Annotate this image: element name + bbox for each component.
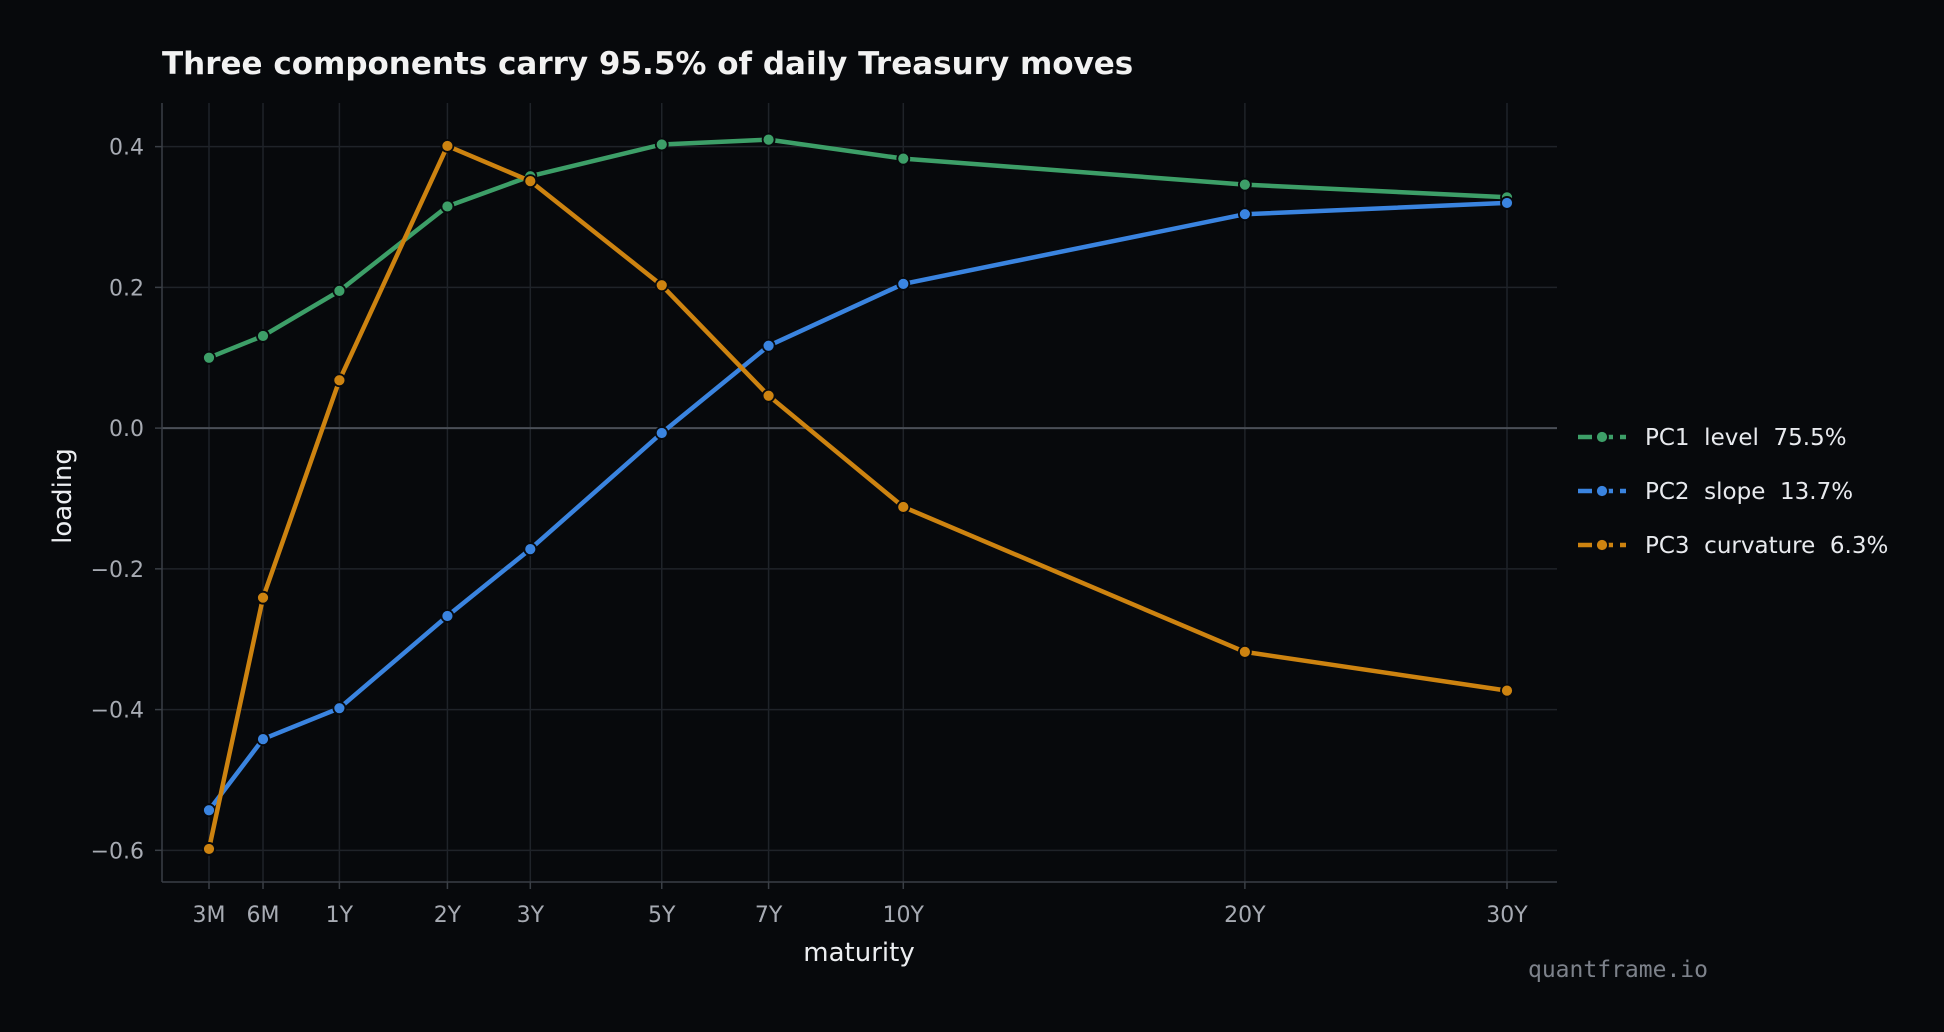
data-point (202, 803, 216, 818)
y-tick-label: −0.6 (91, 839, 144, 864)
series-line (206, 200, 1510, 813)
data-point (202, 350, 216, 365)
legend-label: PC2 slope 13.7% (1645, 479, 1853, 505)
x-tick-label: 30Y (1486, 903, 1528, 928)
y-tick-label: 0.4 (109, 136, 144, 161)
data-point (896, 276, 911, 291)
legend-label: PC3 curvature 6.3% (1645, 533, 1888, 559)
data-point (256, 590, 270, 605)
data-point (440, 139, 455, 153)
x-tick-label: 20Y (1224, 903, 1266, 928)
x-tick-label: 2Y (434, 903, 462, 928)
data-point (654, 137, 669, 152)
data-point (654, 426, 669, 440)
legend-label: PC1 level 75.5% (1645, 425, 1847, 451)
series-lines (202, 132, 1514, 856)
x-tick-label: 3M (193, 903, 226, 928)
legend-swatch-marker (1595, 538, 1609, 552)
data-point (896, 500, 911, 514)
y-tick-label: −0.4 (91, 699, 144, 724)
series-2 (202, 196, 1514, 818)
gridlines (162, 103, 1557, 882)
x-tick-label: 6M (247, 903, 280, 928)
legend-item-3: PC3 curvature 6.3% (1578, 533, 1888, 559)
watermark: quantframe.io (1528, 957, 1708, 983)
legend-swatch-marker (1595, 430, 1609, 444)
data-point (332, 701, 347, 716)
y-tick-label: 0.0 (109, 417, 144, 442)
x-tick-label: 7Y (755, 903, 783, 928)
data-point (654, 278, 669, 293)
data-point (1500, 683, 1514, 698)
data-point (1500, 196, 1514, 210)
data-point (896, 151, 911, 166)
x-tick-label: 10Y (883, 903, 925, 928)
data-point (1237, 207, 1252, 222)
data-point (761, 388, 776, 403)
series-line (206, 137, 1510, 360)
series-3 (202, 139, 1514, 856)
tick-labels: 3M 6M 1Y 2Y 3Y 5Y 7Y 10Y 20Y 30Y 0.4 0.2 0.0 −0.2 −0.4… (91, 136, 1529, 928)
series-1 (202, 132, 1514, 365)
data-point (523, 542, 538, 557)
series-line (206, 143, 1510, 852)
legend-item-2: PC2 slope 13.7% (1578, 479, 1853, 505)
data-point (1237, 644, 1252, 659)
data-point (202, 842, 216, 856)
data-point (332, 283, 347, 298)
data-point (761, 132, 776, 147)
data-point (1237, 177, 1252, 192)
data-point (523, 174, 538, 189)
data-point (256, 329, 270, 343)
legend: PC1 level 75.5% PC2 slope 13.7% PC3 curvat… (1578, 425, 1888, 559)
axes (155, 103, 1557, 889)
data-point (440, 199, 455, 214)
legend-item-1: PC1 level 75.5% (1578, 425, 1847, 451)
y-tick-label: 0.2 (109, 276, 144, 301)
y-axis-label: loading (48, 448, 78, 544)
x-tick-label: 3Y (517, 903, 545, 928)
x-axis-label: maturity (803, 938, 914, 968)
y-tick-label: −0.2 (91, 558, 144, 583)
x-tick-label: 1Y (326, 903, 354, 928)
x-tick-label: 5Y (648, 903, 676, 928)
data-point (256, 732, 270, 747)
data-point (440, 609, 455, 623)
chart-title: Three components carry 95.5% of daily Tr… (162, 46, 1133, 82)
legend-swatch-marker (1595, 484, 1609, 498)
data-point (332, 373, 347, 388)
data-point (761, 338, 776, 353)
